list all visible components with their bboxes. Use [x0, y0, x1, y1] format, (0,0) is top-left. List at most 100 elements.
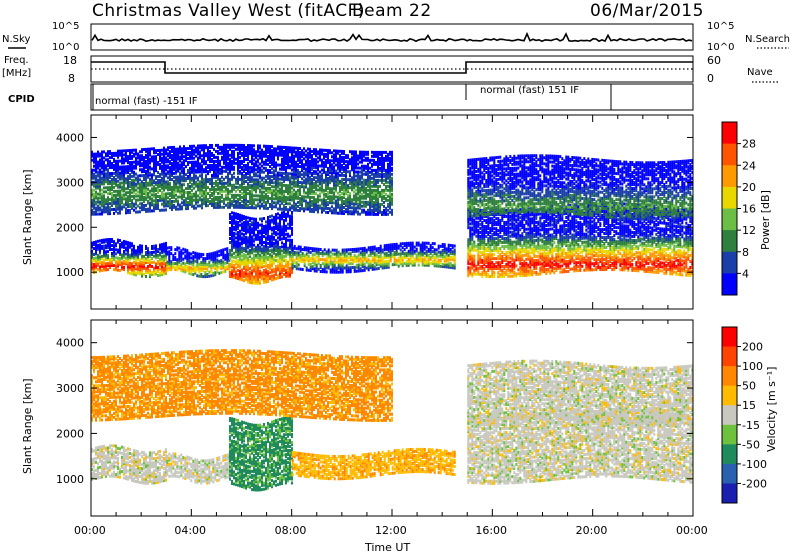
heatmap-cell [275, 213, 277, 216]
heatmap-cell [675, 251, 677, 254]
heatmap-cell [328, 261, 330, 264]
heatmap-cell [174, 252, 176, 255]
heatmap-cell [137, 262, 139, 265]
heatmap-cell [499, 253, 501, 256]
heatmap-cell [509, 223, 511, 226]
heatmap-cell [521, 214, 523, 217]
heatmap-cell [412, 242, 414, 245]
heatmap-cell [635, 261, 637, 264]
heatmap-cell [314, 247, 316, 250]
heatmap-cell [388, 254, 390, 257]
heatmap-cell [281, 245, 283, 248]
heatmap-cell [182, 262, 184, 265]
heatmap-cell [348, 266, 350, 269]
heatmap-cell [281, 237, 283, 240]
heatmap-cell [285, 259, 287, 262]
heatmap-cell [469, 262, 471, 265]
heatmap-cell [229, 227, 231, 230]
heatmap-cell [316, 264, 318, 267]
heatmap-cell [499, 247, 501, 250]
heatmap-cell [380, 245, 382, 248]
heatmap-cell [241, 268, 243, 271]
heatmap-cell [673, 229, 675, 232]
heatmap-cell [657, 249, 659, 252]
heatmap-cell [633, 253, 635, 256]
nave-label: Nave [747, 67, 773, 78]
heatmap-cell [471, 255, 473, 258]
heatmap-cell [547, 246, 549, 249]
heatmap-cell [243, 279, 245, 282]
heatmap-cell [655, 243, 657, 246]
heatmap-cell [117, 249, 119, 252]
heatmap-cell [659, 269, 661, 272]
heatmap-cell [231, 269, 233, 272]
heatmap-cell [479, 235, 481, 238]
heatmap-cell [509, 239, 511, 242]
heatmap-cell [617, 226, 619, 229]
heatmap-cell [111, 244, 113, 247]
heatmap-cell [611, 268, 613, 271]
heatmap-cell [593, 234, 595, 237]
heatmap-cell [579, 251, 581, 254]
heatmap-cell [629, 261, 631, 264]
heatmap-cell [589, 248, 591, 251]
heatmap-cell [336, 249, 338, 252]
heatmap-cell [611, 262, 613, 265]
heatmap-cell [269, 219, 271, 222]
heatmap-cell [661, 248, 663, 251]
heatmap-cell [591, 262, 593, 265]
heatmap-cell [216, 259, 218, 262]
heatmap-cell [651, 227, 653, 230]
heatmap-cell [133, 261, 135, 264]
heatmap-cell [273, 256, 275, 259]
heatmap-cell [641, 230, 643, 233]
heatmap-cell [633, 231, 635, 234]
heatmap-cell [277, 264, 279, 267]
heatmap-cell [603, 262, 605, 265]
heatmap-cell [515, 272, 517, 275]
heatmap-cell [635, 223, 637, 226]
heatmap-cell [501, 255, 503, 258]
heatmap-cell [218, 266, 220, 269]
heatmap-cell [190, 253, 192, 256]
heatmap-cell [621, 266, 623, 269]
heatmap-cell [362, 247, 364, 250]
heatmap-cell [428, 242, 430, 245]
heatmap-cell [300, 246, 302, 249]
heatmap-cell [139, 258, 141, 261]
heatmap-cell [247, 256, 249, 259]
heatmap-cell [233, 252, 235, 255]
noise-tick-left-high: 10^5 [52, 21, 79, 32]
heatmap-cell [603, 250, 605, 253]
heatmap-cell [251, 235, 253, 238]
heatmap-cell [535, 239, 537, 242]
heatmap-cell [125, 247, 127, 250]
heatmap-cell [597, 262, 599, 265]
heatmap-cell [673, 241, 675, 244]
heatmap-cell [269, 215, 271, 218]
heatmap-cell [394, 251, 396, 254]
heatmap-cell [352, 266, 354, 269]
heatmap-cell [275, 277, 277, 280]
heatmap-cell [306, 267, 308, 270]
heatmap-cell [406, 252, 408, 255]
heatmap-cell [434, 248, 436, 251]
heatmap-cell [165, 242, 167, 245]
heatmap-cell [497, 255, 499, 258]
heatmap-cell [549, 216, 551, 219]
heatmap-cell [259, 270, 261, 273]
heatmap-cell [677, 229, 679, 232]
heatmap-cell [633, 267, 635, 270]
heatmap-cell [336, 267, 338, 270]
heatmap-cell [535, 245, 537, 248]
heatmap-cell [525, 258, 527, 261]
heatmap-cell [565, 224, 567, 227]
heatmap-cell [99, 255, 101, 258]
heatmap-cell [271, 275, 273, 278]
heatmap-cell [121, 253, 123, 256]
heatmap-cell [354, 266, 356, 269]
heatmap-cell [358, 248, 360, 251]
heatmap-cell [673, 245, 675, 248]
heatmap-cell [275, 253, 277, 256]
heatmap-cell [549, 248, 551, 251]
